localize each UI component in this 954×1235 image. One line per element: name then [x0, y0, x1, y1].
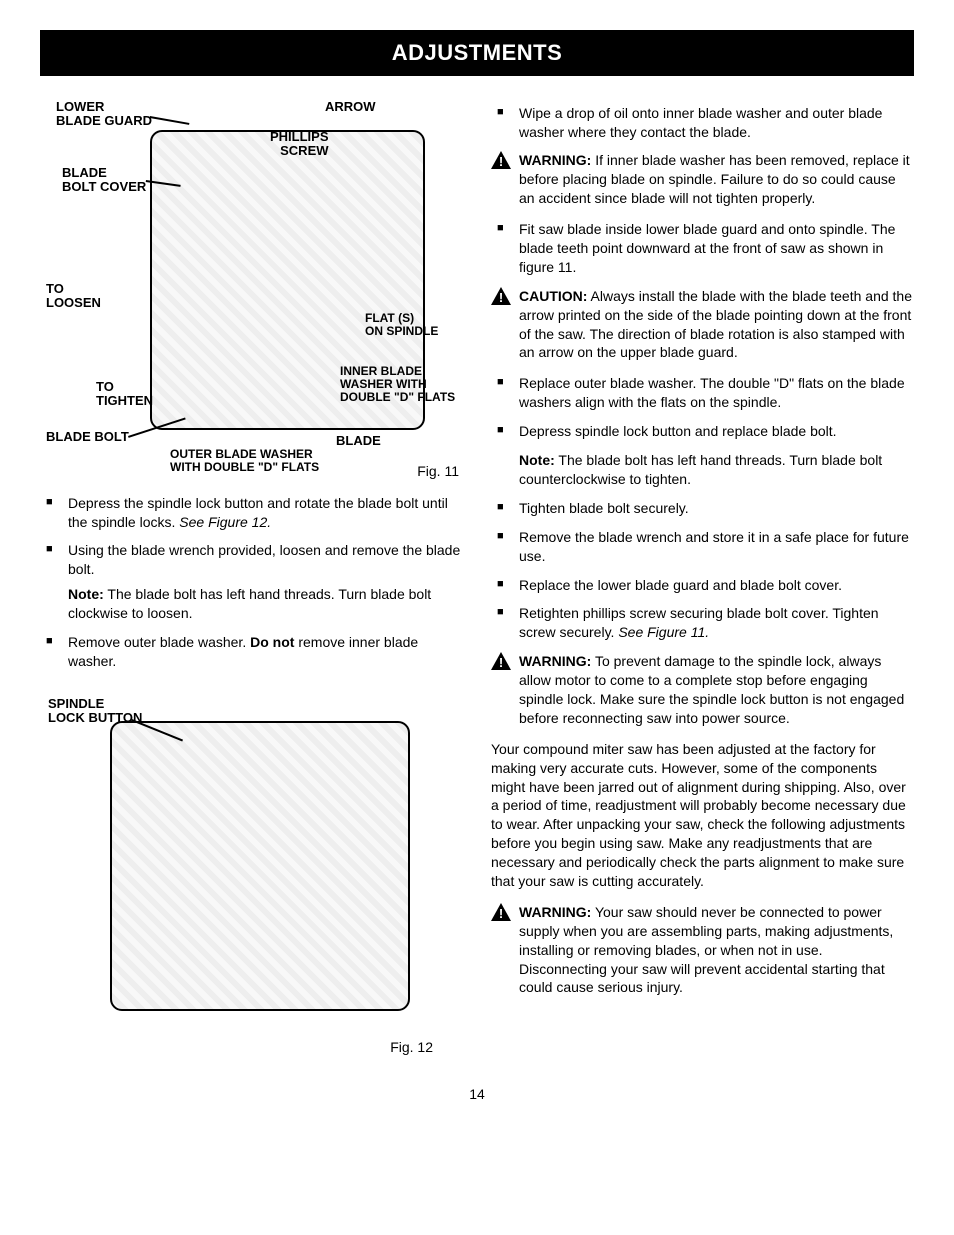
note-text: The blade bolt has left hand threads. Tu…: [519, 452, 882, 487]
bullet-text: Remove the blade wrench and store it in …: [519, 529, 909, 564]
alert-block: !WARNING: If inner blade washer has been…: [491, 151, 914, 208]
note-lead: Note:: [68, 586, 104, 602]
bullet-trail: See Figure 11.: [618, 624, 709, 640]
bullet-item: Replace outer blade washer. The double "…: [491, 374, 914, 412]
warning-triangle-icon: !: [491, 151, 511, 169]
warning-triangle-icon: !: [491, 652, 511, 670]
bullet-item: Remove the blade wrench and store it in …: [491, 528, 914, 566]
right-column: Wipe a drop of oil onto inner blade wash…: [491, 100, 914, 1061]
bullet-text: Using the blade wrench provided, loosen …: [68, 542, 460, 577]
bullet-item: Depress the spindle lock button and rota…: [40, 494, 463, 532]
svg-text:!: !: [499, 906, 503, 921]
bullet-item: Wipe a drop of oil onto inner blade wash…: [491, 104, 914, 142]
bullet-item: Using the blade wrench provided, loosen …: [40, 541, 463, 623]
note-lead: Note:: [519, 452, 555, 468]
svg-text:!: !: [499, 154, 503, 169]
section-title: ADJUSTMENTS: [40, 30, 914, 76]
label-spindle-lock-button: SPINDLELOCK BUTTON: [48, 697, 142, 726]
two-column-layout: LOWERBLADE GUARD ARROW PHILLIPSSCREW BLA…: [40, 100, 914, 1061]
right-bullet-list: Fit saw blade inside lower blade guard a…: [491, 220, 914, 277]
label-blade-bolt-cover: BLADEBOLT COVER: [62, 166, 146, 195]
right-bullet-list: Replace outer blade washer. The double "…: [491, 374, 914, 441]
label-inner-blade-washer: INNER BLADEWASHER WITHDOUBLE "D" FLATS: [340, 365, 455, 405]
bullet-trail: See Figure 12.: [179, 514, 271, 530]
alert-lead: CAUTION:: [519, 288, 587, 304]
bullet-bold: Do not: [250, 634, 294, 650]
figure-11: LOWERBLADE GUARD ARROW PHILLIPSSCREW BLA…: [40, 100, 463, 490]
note-block: Note: The blade bolt has left hand threa…: [519, 451, 914, 489]
bullet-item: Fit saw blade inside lower blade guard a…: [491, 220, 914, 277]
bullet-text: Depress spindle lock button and replace …: [519, 423, 837, 439]
alert-block: !CAUTION: Always install the blade with …: [491, 287, 914, 363]
svg-text:!: !: [499, 655, 503, 670]
bullet-item: Depress spindle lock button and replace …: [491, 422, 914, 441]
label-lower-blade-guard: LOWERBLADE GUARD: [56, 100, 152, 129]
bullet-text: Wipe a drop of oil onto inner blade wash…: [519, 105, 882, 140]
label-blade-bolt: BLADE BOLT: [46, 430, 129, 444]
label-arrow: ARROW: [325, 100, 376, 114]
bullet-item: Replace the lower blade guard and blade …: [491, 576, 914, 595]
label-outer-blade-washer: OUTER BLADE WASHERWITH DOUBLE "D" FLATS: [170, 448, 319, 474]
figure-12-drawing: [110, 721, 410, 1011]
alert-block: !WARNING: To prevent damage to the spind…: [491, 652, 914, 728]
alert-block: !WARNING: Your saw should never be conne…: [491, 903, 914, 997]
alert-lead: WARNING:: [519, 653, 591, 669]
label-to-tighten: TOTIGHTEN: [96, 380, 153, 409]
bullet-text: Replace outer blade washer. The double "…: [519, 375, 905, 410]
label-blade: BLADE: [336, 434, 381, 448]
bullet-text: Fit saw blade inside lower blade guard a…: [519, 221, 895, 275]
label-flat-on-spindle: FLAT (S)ON SPINDLE: [365, 312, 438, 338]
label-phillips-screw: PHILLIPSSCREW: [270, 130, 329, 159]
note-text: The blade bolt has left hand threads. Tu…: [68, 586, 431, 621]
bullet-text: Tighten blade bolt securely.: [519, 500, 689, 516]
bullet-item: Tighten blade bolt securely.: [491, 499, 914, 518]
label-to-loosen: TOLOOSEN: [46, 282, 101, 311]
bullet-text: Replace the lower blade guard and blade …: [519, 577, 842, 593]
right-bullet-list: Wipe a drop of oil onto inner blade wash…: [491, 104, 914, 142]
paragraph: Your compound miter saw has been adjuste…: [491, 740, 914, 891]
warning-triangle-icon: !: [491, 903, 511, 921]
figure-12: SPINDLELOCK BUTTON Fig. 12: [40, 681, 463, 1061]
bullet-item: Remove outer blade washer. Do not remove…: [40, 633, 463, 671]
left-bullet-list: Depress the spindle lock button and rota…: [40, 494, 463, 671]
warning-triangle-icon: !: [491, 287, 511, 305]
page-number: 14: [40, 1085, 914, 1104]
figure-11-caption: Fig. 11: [417, 462, 459, 481]
bullet-text: Remove outer blade washer.: [68, 634, 250, 650]
alert-lead: WARNING:: [519, 904, 591, 920]
figure-12-caption: Fig. 12: [390, 1038, 433, 1057]
leader-line: [150, 116, 190, 124]
bullet-item: Retighten phillips screw securing blade …: [491, 604, 914, 642]
alert-lead: WARNING:: [519, 152, 591, 168]
svg-text:!: !: [499, 290, 503, 305]
right-bullet-list: Tighten blade bolt securely. Remove the b…: [491, 499, 914, 642]
left-column: LOWERBLADE GUARD ARROW PHILLIPSSCREW BLA…: [40, 100, 463, 1061]
